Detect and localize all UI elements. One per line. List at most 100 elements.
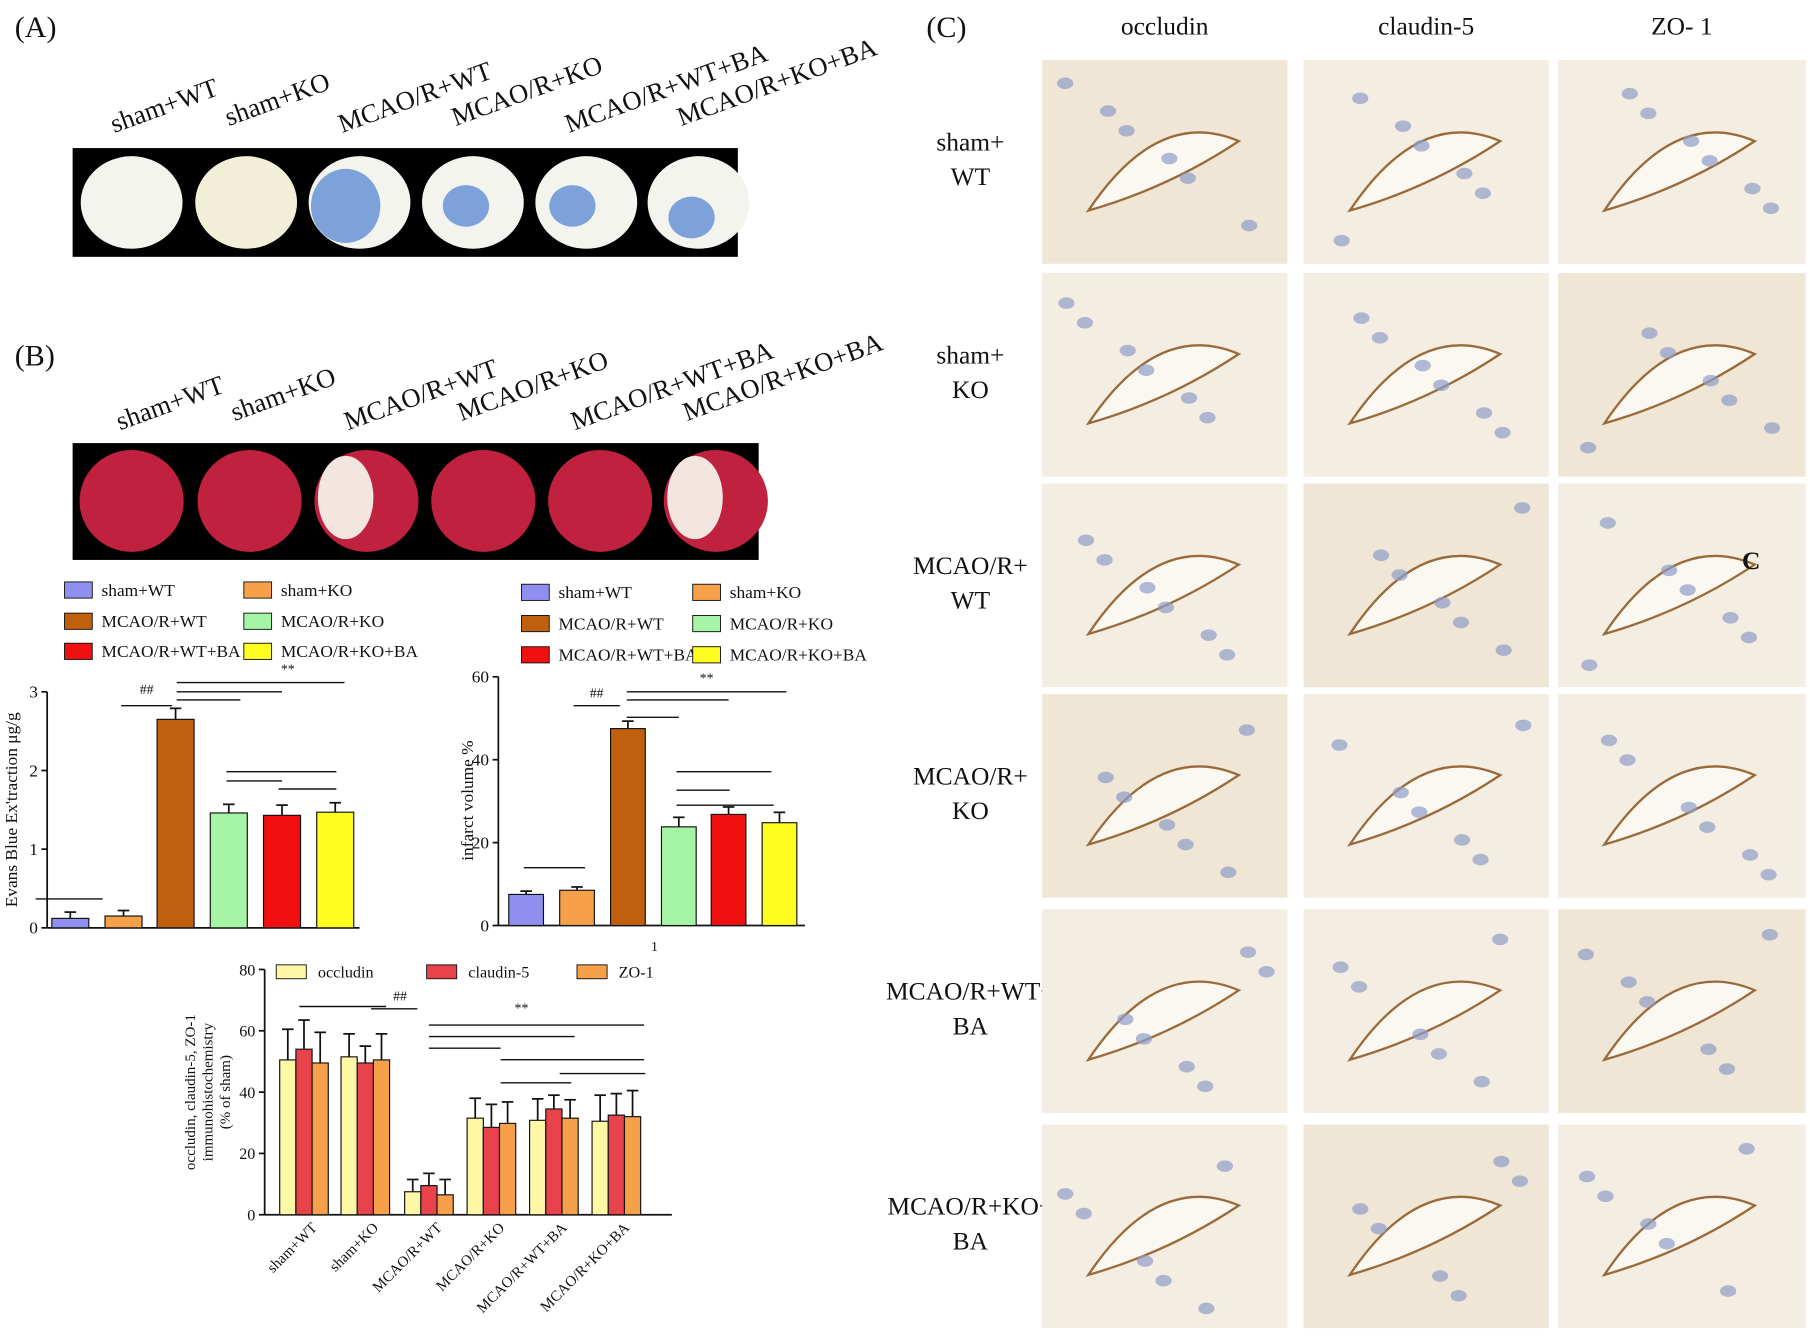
nucleus [1057, 1188, 1074, 1200]
nucleus [1198, 1302, 1215, 1315]
vessel [1601, 131, 1758, 213]
legend-swatch [521, 583, 550, 601]
column-header: claudin-5 [1378, 12, 1474, 41]
nucleus [1495, 644, 1512, 656]
y-axis-label: occludin, claudin-5, ZO-1 [183, 1014, 199, 1170]
nucleus [1597, 1190, 1614, 1203]
bar [316, 811, 355, 929]
nucleus [1216, 1160, 1233, 1172]
vessel [1347, 980, 1503, 1062]
legend-swatch [521, 615, 550, 633]
y-tick-label: 40 [472, 750, 490, 769]
nucleus [1718, 1063, 1736, 1075]
nucleus [1118, 124, 1135, 137]
micrograph [1303, 1124, 1549, 1329]
nucleus [1179, 172, 1196, 184]
nucleus [1158, 819, 1176, 831]
vessel [1601, 554, 1758, 636]
nucleus [1392, 786, 1409, 799]
bar [209, 812, 248, 929]
brain-slice [80, 156, 183, 249]
bar [356, 1062, 374, 1216]
y-tick-label: 80 [239, 961, 255, 979]
nucleus [1157, 601, 1174, 614]
nucleus [1599, 517, 1616, 529]
bar [761, 822, 798, 927]
legend-swatch [243, 612, 273, 630]
legend-label: occludin [318, 964, 374, 982]
bar [559, 889, 595, 927]
bar [156, 718, 195, 929]
micrograph [1303, 483, 1549, 688]
legend-swatch [243, 642, 273, 660]
dye-stain [549, 185, 596, 227]
nucleus [1721, 394, 1738, 407]
legend-swatch [64, 612, 93, 630]
nucleus [1117, 1013, 1134, 1026]
y-tick-label: 0 [480, 916, 489, 935]
micrograph [1558, 694, 1806, 898]
legend-label: claudin-5 [468, 964, 529, 982]
nucleus [1515, 719, 1532, 732]
bar [545, 1108, 563, 1216]
nucleus [1239, 946, 1257, 958]
y-tick-label: 0 [29, 919, 38, 938]
micrograph [1042, 483, 1288, 688]
legend-swatch [692, 646, 721, 664]
vessel [1347, 344, 1503, 426]
bar [262, 814, 302, 929]
nucleus [1659, 347, 1677, 359]
vessel [1085, 131, 1242, 213]
nucleus [1075, 1207, 1092, 1220]
nucleus [1699, 821, 1716, 833]
dye-stain [668, 196, 715, 239]
nucleus [1370, 1222, 1387, 1235]
panel-label: (C) [926, 10, 966, 44]
micrograph [1303, 909, 1549, 1113]
annotation: ## [590, 687, 604, 702]
nucleus [1352, 1203, 1369, 1215]
nucleus [1412, 1028, 1429, 1041]
nucleus [1600, 734, 1618, 747]
row-label: sham+ [936, 340, 1004, 369]
bar [482, 1126, 501, 1216]
micrograph [1303, 60, 1549, 264]
nucleus [1138, 364, 1155, 376]
bar [404, 1191, 422, 1216]
nucleus [1761, 928, 1778, 941]
nucleus [1139, 581, 1156, 594]
legend-label: sham+WT [559, 583, 633, 602]
nucleus [1640, 1218, 1657, 1230]
group-label: sham+WT [112, 369, 228, 436]
legend-swatch [275, 964, 307, 980]
nucleus [1077, 534, 1095, 547]
nucleus [1350, 981, 1368, 993]
y-tick-label: 2 [29, 761, 38, 780]
nucleus [1220, 866, 1237, 879]
nucleus [1096, 554, 1113, 566]
y-axis-label: infarct volume % [458, 740, 477, 860]
legend-label: MCAO/R+WT+BA [102, 642, 242, 661]
panel-label: (B) [15, 339, 55, 373]
row-label: KO [952, 796, 989, 825]
nucleus [1371, 332, 1389, 344]
nucleus [1058, 297, 1075, 309]
nucleus [1394, 120, 1412, 132]
legend-swatch [692, 583, 721, 601]
bar [420, 1185, 438, 1216]
legend-swatch [576, 964, 608, 980]
legend-swatch [521, 646, 550, 664]
y-tick-label: 3 [29, 683, 38, 702]
nucleus [1473, 1075, 1490, 1088]
legend-swatch [64, 642, 93, 660]
nucleus [1493, 1155, 1510, 1168]
nucleus [1661, 564, 1678, 577]
nucleus [1763, 422, 1781, 434]
vessel [1347, 765, 1503, 847]
bar [529, 1119, 547, 1216]
nucleus [1760, 868, 1777, 881]
vessel [1085, 554, 1242, 636]
nucleus [1740, 631, 1758, 644]
nucleus [1197, 1080, 1214, 1093]
